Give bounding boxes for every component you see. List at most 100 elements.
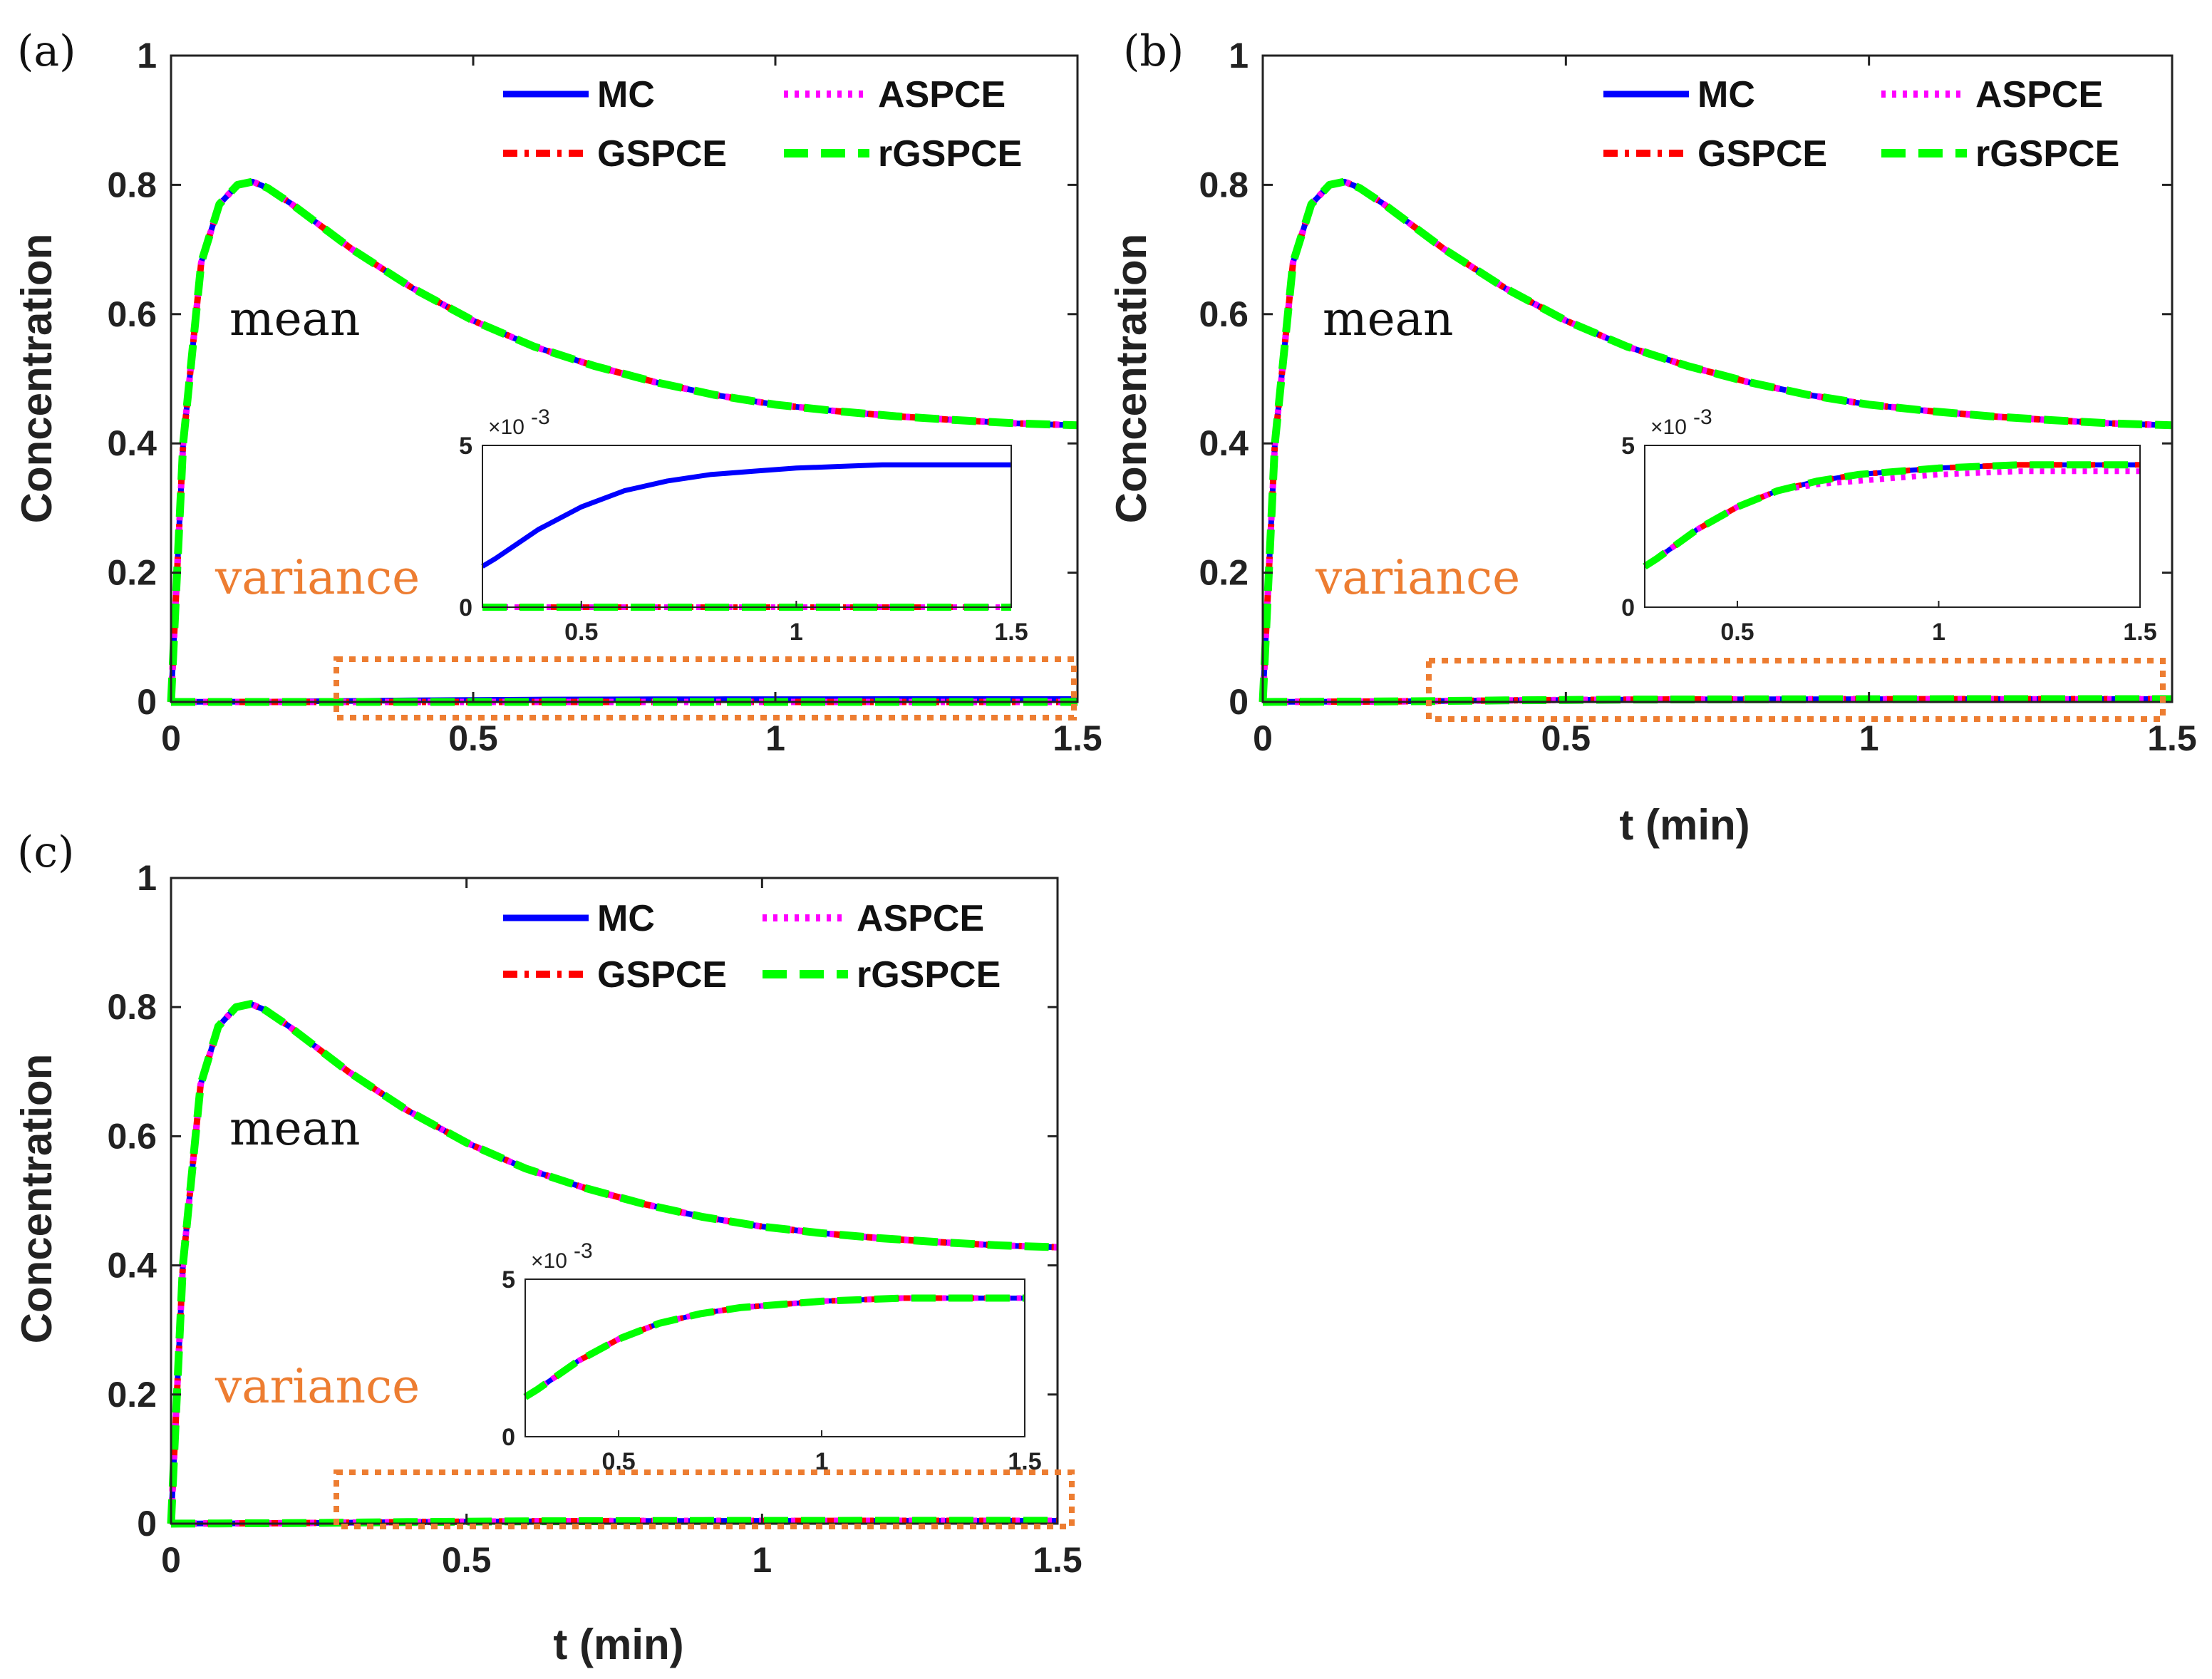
inset-box [482, 445, 1012, 608]
y-axis-label: Concentration [13, 234, 61, 524]
x-tick-label: 1 [1859, 718, 1879, 758]
zoom-region-box [334, 656, 1077, 720]
legend-rgspce-label: rGSPCE [1975, 133, 2119, 175]
series-aspce-mean-line [1259, 178, 2173, 703]
mean-annotation: mean [229, 1101, 361, 1156]
series-aspce-mean-line [167, 1001, 1058, 1524]
zoom-region-box [334, 1469, 1075, 1529]
inset-y-tick-label: 5 [459, 433, 472, 460]
inset-x-tick-label: 1.5 [2123, 619, 2156, 646]
series-gspce-mean-line [167, 1001, 1058, 1524]
inset-exponent-power: -3 [1693, 405, 1712, 429]
x-tick-label: 1.5 [2147, 718, 2197, 758]
legend-mc-label: MC [1697, 74, 1755, 115]
x-tick-label: 1 [765, 718, 785, 758]
x-axis-label: t (min) [553, 1621, 683, 1668]
x-axis-label: t (min) [1619, 801, 1750, 849]
y-axis-label: Concentration [1107, 234, 1155, 524]
y-tick-label: 0 [1229, 682, 1249, 722]
y-tick-label: 0.8 [107, 987, 157, 1027]
x-tick-label: 0 [1253, 718, 1273, 758]
inset-x-tick-label: 1 [790, 619, 803, 646]
mean-annotation: mean [229, 291, 361, 346]
mean-annotation: mean [1323, 291, 1454, 346]
series-rgspce-mean-line [167, 177, 1078, 703]
legend-mc-label: MC [597, 898, 655, 939]
y-tick-label: 0.6 [107, 1116, 157, 1156]
y-tick-label: 0.8 [1199, 165, 1249, 205]
x-tick-label: 1.5 [1033, 1540, 1082, 1580]
y-tick-label: 0.2 [107, 1375, 157, 1415]
panel-c: (c) 0 0.2 0.4 0.6 0.8 1 0 0.5 1 1.5 Concentration t … [13, 827, 1082, 1668]
zoom-region-box [1426, 658, 2166, 722]
y-tick-label: 0.8 [107, 165, 157, 205]
panel-label: (c) [17, 827, 74, 877]
series-rgspce-mean-line [167, 1000, 1058, 1524]
inset-x-tick-label: 0.5 [1720, 619, 1754, 646]
legend-gspce-label: GSPCE [597, 954, 727, 996]
x-tick-label: 0.5 [442, 1540, 492, 1580]
axes-box [170, 54, 1079, 703]
legend: MC ASPCE GSPCE rGSPCE [503, 74, 1022, 175]
y-tick-label: 1 [137, 858, 157, 898]
x-tick-label: 1 [752, 1540, 772, 1580]
inset-series-gspce-line [523, 1295, 1025, 1400]
x-tick-label: 0 [161, 1540, 181, 1580]
legend-gspce-label: GSPCE [597, 133, 727, 175]
legend-aspce-label: ASPCE [878, 74, 1006, 115]
legend-mc-label: MC [597, 74, 655, 115]
series-rgspce-mean-line [1259, 177, 2173, 703]
inset-x-tick-label: 1 [815, 1448, 829, 1475]
inset-x-tick-label: 1.5 [1008, 1448, 1041, 1475]
legend-rgspce-label: rGSPCE [857, 954, 1001, 996]
legend: MC ASPCE GSPCE rGSPCE [1603, 74, 2119, 175]
inset-y-tick-label: 5 [1621, 433, 1635, 460]
legend-gspce-label: GSPCE [1697, 133, 1827, 175]
inset-box [1644, 445, 2141, 608]
y-tick-label: 0.4 [1199, 423, 1249, 463]
inset-x-tick-label: 0.5 [564, 619, 598, 646]
x-tick-label: 0 [161, 718, 181, 758]
y-tick-label: 0 [137, 1504, 157, 1544]
panel-a: (a) 0 0.2 0.4 0.6 0.8 1 0 0.5 1 1.5 Concentration me… [13, 26, 1102, 758]
y-tick-label: 0.6 [1199, 294, 1249, 334]
inset-exponent-power: -3 [531, 405, 550, 429]
variance-annotation: variance [1315, 550, 1520, 605]
inset-y-tick-label: 5 [502, 1266, 515, 1293]
x-tick-label: 1.5 [1053, 718, 1102, 758]
inset-axes: 0.5 1 1.505×10 -3 [459, 405, 1028, 646]
inset-axes: 0.5 1 1.505×10 -3 [1621, 405, 2157, 646]
y-tick-label: 0.4 [107, 423, 157, 463]
inset-exponent-base: ×10 [531, 1249, 567, 1273]
inset-box [524, 1278, 1025, 1437]
inset-series-rgspce-line [1643, 461, 2140, 570]
inset-series-aspce-line [1643, 468, 2140, 569]
inset-x-tick-label: 1 [1932, 619, 1945, 646]
y-tick-label: 0.2 [107, 553, 157, 593]
y-tick-label: 0.2 [1199, 553, 1249, 593]
y-tick-label: 0 [137, 682, 157, 722]
legend-aspce-label: ASPCE [857, 898, 984, 939]
axes-box [1261, 54, 2174, 703]
y-tick-label: 1 [1229, 36, 1249, 76]
y-tick-label: 0.4 [107, 1246, 157, 1286]
legend-aspce-label: ASPCE [1975, 74, 2103, 115]
y-tick-label: 1 [137, 36, 157, 76]
panel-b: (b) 0 0.2 0.4 0.6 0.8 1 0 0.5 1 1.5 Concentration t … [1107, 26, 2197, 849]
series-mc-mean-line [168, 1001, 1058, 1524]
panel-label: (a) [17, 26, 76, 76]
y-tick-label: 0.6 [107, 294, 157, 334]
inset-series-mc-line [481, 462, 1011, 569]
series-mc-mean-line [168, 178, 1078, 703]
inset-axes: 0.5 1 1.505×10 -3 [502, 1239, 1042, 1475]
legend: MC ASPCE GSPCE rGSPCE [503, 898, 1001, 996]
series-aspce-mean-line [167, 178, 1078, 703]
series-mc-mean-line [1260, 178, 2173, 703]
series-gspce-mean-line [167, 178, 1078, 703]
inset-exponent-power: -3 [574, 1239, 593, 1263]
inset-y-tick-label: 0 [459, 594, 472, 621]
x-tick-label: 0.5 [1541, 718, 1591, 758]
variance-annotation: variance [215, 1359, 420, 1414]
legend-rgspce-label: rGSPCE [878, 133, 1022, 175]
